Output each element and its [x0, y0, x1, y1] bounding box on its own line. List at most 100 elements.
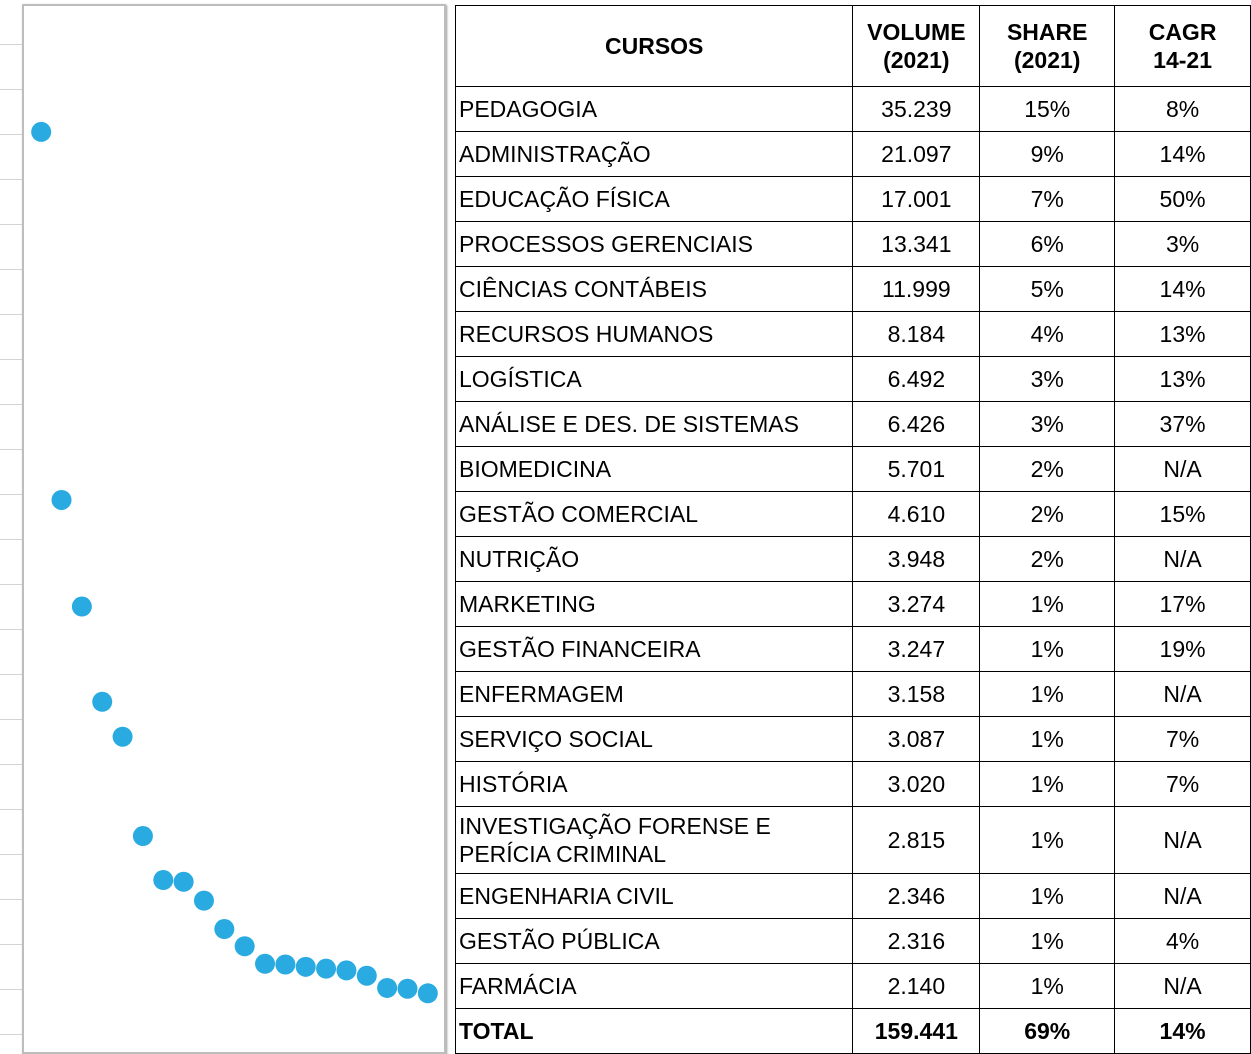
total-label: TOTAL — [454, 1008, 854, 1054]
cell: 13% — [1114, 311, 1251, 357]
table-row: ADMINISTRAÇÃO 21.097 9% 14% — [454, 131, 1251, 177]
course-name: PROCESSOS GERENCIAIS — [454, 221, 854, 267]
cell: 1% — [979, 716, 1116, 762]
courses-table: CURSOS VOLUME (2021) SHARE (2021) CAGR 14-2… — [454, 5, 1251, 1054]
dot — [92, 691, 113, 712]
course-name: GESTÃO PÚBLICA — [454, 918, 854, 964]
cell: 2.346 — [852, 873, 981, 919]
total-cell: 14% — [1114, 1008, 1251, 1054]
cell: 1% — [979, 626, 1116, 672]
dot — [214, 919, 235, 940]
cell: 14% — [1114, 131, 1251, 177]
total-cell: 69% — [979, 1008, 1116, 1054]
cell: 1% — [979, 918, 1116, 964]
table-row: NUTRIÇÃO 3.948 2% N/A — [454, 536, 1251, 582]
cell: 1% — [979, 963, 1116, 1009]
cell: 1% — [979, 761, 1116, 807]
cell: 3.247 — [852, 626, 981, 672]
course-name: PEDAGOGIA — [454, 86, 854, 132]
cell: 6.426 — [852, 401, 981, 447]
dot — [71, 596, 92, 617]
course-name: ENGENHARIA CIVIL — [454, 873, 854, 919]
dot — [234, 936, 255, 957]
course-name: INVESTIGAÇÃO FORENSE E PERÍCIA CRIMINAL — [454, 806, 854, 874]
header-cell: VOLUME (2021) — [852, 5, 981, 87]
dot — [255, 953, 276, 974]
cell: 8.184 — [852, 311, 981, 357]
cell: 13.341 — [852, 221, 981, 267]
cell: 1% — [979, 873, 1116, 919]
course-name: MARKETING — [454, 581, 854, 627]
cell: 2.316 — [852, 918, 981, 964]
cell: 11.999 — [852, 266, 981, 312]
dot — [275, 954, 296, 975]
header-cell: SHARE (2021) — [979, 5, 1116, 87]
cell: 2% — [979, 536, 1116, 582]
total-cell: 159.441 — [852, 1008, 981, 1054]
cell: 14% — [1114, 266, 1251, 312]
table-row: PROCESSOS GERENCIAIS 13.341 6% 3% — [454, 221, 1251, 267]
cell: 7% — [1114, 716, 1251, 762]
course-name: ENFERMAGEM — [454, 671, 854, 717]
table-row: BIOMEDICINA 5.701 2% N/A — [454, 446, 1251, 492]
dot — [316, 958, 337, 979]
dot — [51, 489, 72, 510]
cell: 3.020 — [852, 761, 981, 807]
cell: 2.815 — [852, 806, 981, 874]
cell: 50% — [1114, 176, 1251, 222]
course-name: ADMINISTRAÇÃO — [454, 131, 854, 177]
cell: 3.158 — [852, 671, 981, 717]
chart — [31, 121, 438, 1004]
cell: 3% — [979, 401, 1116, 447]
dot — [132, 826, 153, 847]
cell: 1% — [979, 671, 1116, 717]
cell: 35.239 — [852, 86, 981, 132]
cell: 3.087 — [852, 716, 981, 762]
table-row: GESTÃO FINANCEIRA 3.247 1% 19% — [454, 626, 1251, 672]
dot — [397, 978, 418, 999]
cell: 15% — [979, 86, 1116, 132]
sheet-grid — [0, 0, 22, 1049]
cell: N/A — [1114, 446, 1251, 492]
course-name: LOGÍSTICA — [454, 356, 854, 402]
table-row: SERVIÇO SOCIAL 3.087 1% 7% — [454, 716, 1251, 762]
table-row: ANÁLISE E DES. DE SISTEMAS 6.426 3% 37% — [454, 401, 1251, 447]
cell: 1% — [979, 581, 1116, 627]
course-name: GESTÃO FINANCEIRA — [454, 626, 854, 672]
table-row: INVESTIGAÇÃO FORENSE E PERÍCIA CRIMINAL 2… — [454, 806, 1251, 874]
course-name: ANÁLISE E DES. DE SISTEMAS — [454, 401, 854, 447]
cell: 9% — [979, 131, 1116, 177]
dot — [336, 960, 357, 981]
cell: 8% — [1114, 86, 1251, 132]
cell: 37% — [1114, 401, 1251, 447]
dot — [356, 965, 377, 986]
cell: N/A — [1114, 671, 1251, 717]
cell: 3.948 — [852, 536, 981, 582]
course-name: RECURSOS HUMANOS — [454, 311, 854, 357]
chart-frame — [22, 4, 446, 1054]
table-row: GESTÃO COMERCIAL 4.610 2% 15% — [454, 491, 1251, 537]
table-row: RECURSOS HUMANOS 8.184 4% 13% — [454, 311, 1251, 357]
cell: N/A — [1114, 536, 1251, 582]
dot — [112, 726, 133, 747]
cell: 3% — [1114, 221, 1251, 267]
cell: 7% — [979, 176, 1116, 222]
cell: 15% — [1114, 491, 1251, 537]
table-row: HISTÓRIA 3.020 1% 7% — [454, 761, 1251, 807]
course-name: SERVIÇO SOCIAL — [454, 716, 854, 762]
cell: N/A — [1114, 806, 1251, 874]
cell: N/A — [1114, 873, 1251, 919]
dot — [173, 871, 194, 892]
course-name: FARMÁCIA — [454, 963, 854, 1009]
dot — [295, 956, 316, 977]
cell: 17.001 — [852, 176, 981, 222]
table-row: PEDAGOGIA 35.239 15% 8% — [454, 86, 1251, 132]
course-name: EDUCAÇÃO FÍSICA — [454, 176, 854, 222]
dot — [377, 977, 398, 998]
cell: 13% — [1114, 356, 1251, 402]
table-row: EDUCAÇÃO FÍSICA 17.001 7% 50% — [454, 176, 1251, 222]
dot — [31, 121, 52, 142]
cell: 2% — [979, 446, 1116, 492]
cell: 5% — [979, 266, 1116, 312]
cell: 4.610 — [852, 491, 981, 537]
